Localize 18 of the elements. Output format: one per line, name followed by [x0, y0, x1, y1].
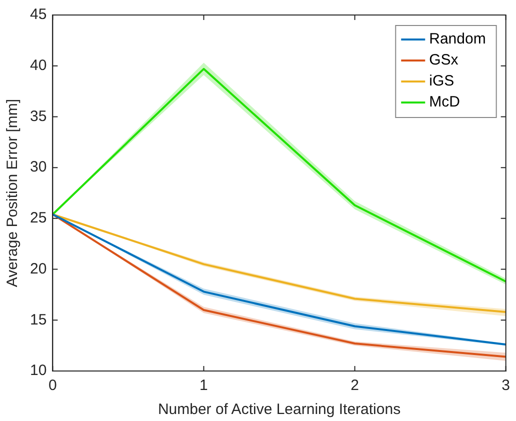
x-tick-label: 0 — [48, 377, 57, 394]
legend-label: GSx — [429, 52, 459, 69]
y-axis-title: Average Position Error [mm] — [4, 98, 22, 288]
legend-label: Random — [429, 30, 486, 48]
y-tick-label: 40 — [30, 57, 47, 74]
y-tick-label: 30 — [30, 158, 47, 176]
y-tick-label: 35 — [30, 108, 47, 125]
y-tick-label: 15 — [30, 311, 47, 328]
y-tick-label: 25 — [30, 210, 47, 227]
x-tick-label: 1 — [200, 377, 208, 394]
y-tick-label: 45 — [30, 6, 47, 24]
y-tick-label: 10 — [30, 362, 47, 380]
y-tick-label: 20 — [30, 260, 47, 278]
legend-label: iGS — [429, 72, 454, 90]
x-axis-title: Number of Active Learning Iterations — [158, 401, 401, 418]
x-tick-label: 3 — [502, 377, 510, 394]
legend-label: McD — [429, 94, 460, 111]
x-tick-label: 2 — [350, 377, 359, 394]
